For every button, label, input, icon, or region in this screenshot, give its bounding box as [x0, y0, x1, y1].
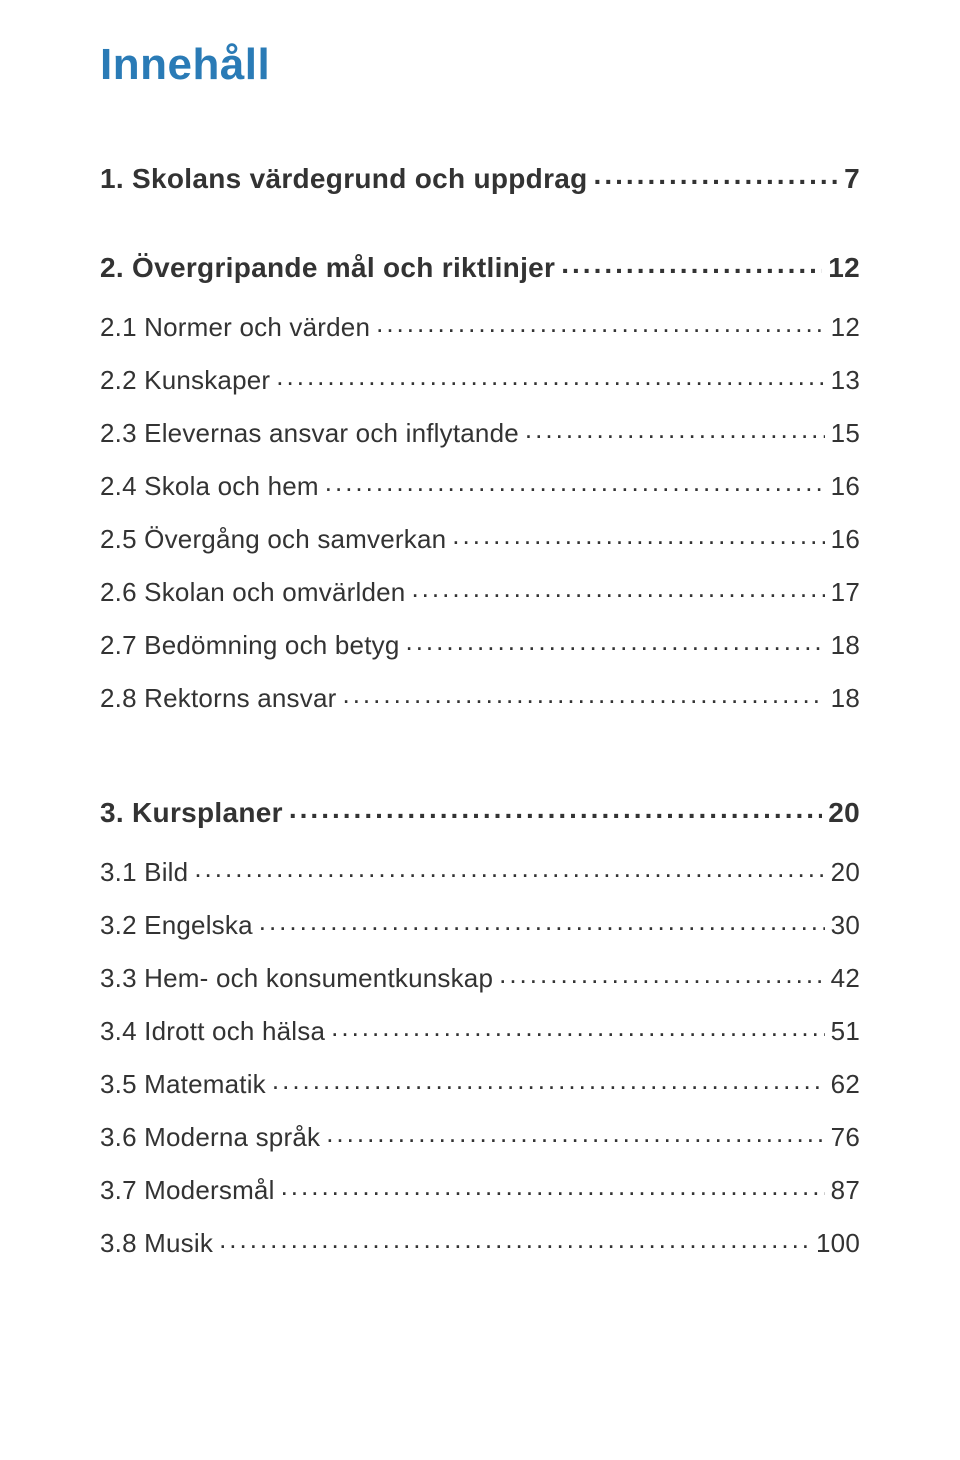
toc-label: 2.7 Bedömning och betyg	[100, 630, 399, 661]
toc-top-entry: 3. Kursplaner 20	[100, 794, 860, 829]
toc-page-number: 76	[831, 1122, 860, 1153]
toc-page-number: 20	[831, 857, 860, 888]
toc-page-number: 100	[816, 1228, 860, 1259]
toc-page-number: 16	[831, 524, 860, 555]
toc-sub-entry: 3.5 Matematik 62	[100, 1067, 860, 1100]
toc-page-number: 20	[828, 797, 860, 829]
toc-dot-leader	[219, 1226, 810, 1252]
toc-label: 1. Skolans värdegrund och uppdrag	[100, 163, 588, 195]
toc-label: 3.8 Musik	[100, 1228, 213, 1259]
toc-dot-leader	[405, 628, 824, 654]
toc-label: 2.4 Skola och hem	[100, 471, 319, 502]
toc-page-number: 15	[831, 418, 860, 449]
toc-dot-leader	[326, 1120, 824, 1146]
toc-label: 2.1 Normer och värden	[100, 312, 370, 343]
toc-sub-entry: 3.4 Idrott och hälsa 51	[100, 1014, 860, 1047]
toc-page-number: 18	[831, 630, 860, 661]
toc-label: 3.5 Matematik	[100, 1069, 266, 1100]
toc-dot-leader	[499, 961, 825, 987]
toc-sub-entry: 3.3 Hem- och konsumentkunskap 42	[100, 961, 860, 994]
toc-dot-leader	[272, 1067, 825, 1093]
toc-label: 3.1 Bild	[100, 857, 188, 888]
toc-page-number: 7	[844, 163, 860, 195]
toc-page-number: 17	[831, 577, 860, 608]
table-of-contents: 1. Skolans värdegrund och uppdrag 7 2. Öv…	[100, 160, 860, 1259]
toc-sub-entry: 2.6 Skolan och omvärlden 17	[100, 575, 860, 608]
toc-page-number: 18	[831, 683, 860, 714]
toc-dot-leader	[325, 469, 825, 495]
toc-sub-entry: 2.2 Kunskaper 13	[100, 363, 860, 396]
toc-label: 2.3 Elevernas ansvar och inflytande	[100, 418, 519, 449]
page-title: Innehåll	[100, 40, 860, 90]
toc-dot-leader	[281, 1173, 825, 1199]
toc-sub-entry: 2.3 Elevernas ansvar och inflytande 15	[100, 416, 860, 449]
toc-page-number: 12	[831, 312, 860, 343]
toc-sub-entry: 3.8 Musik 100	[100, 1226, 860, 1259]
toc-page-number: 16	[831, 471, 860, 502]
toc-dot-leader	[376, 310, 825, 336]
toc-page-number: 13	[831, 365, 860, 396]
toc-label: 2.2 Kunskaper	[100, 365, 270, 396]
toc-page-number: 42	[831, 963, 860, 994]
toc-sub-entry: 3.7 Modersmål 87	[100, 1173, 860, 1206]
toc-label: 2. Övergripande mål och riktlinjer	[100, 252, 555, 284]
toc-dot-leader	[259, 908, 825, 934]
toc-dot-leader	[561, 249, 822, 277]
toc-page-number: 62	[831, 1069, 860, 1100]
toc-sub-entry: 2.8 Rektorns ansvar 18	[100, 681, 860, 714]
toc-label: 3.4 Idrott och hälsa	[100, 1016, 325, 1047]
toc-dot-leader	[194, 855, 824, 881]
toc-sub-entry: 3.1 Bild 20	[100, 855, 860, 888]
toc-label: 3.7 Modersmål	[100, 1175, 275, 1206]
toc-page-number: 51	[831, 1016, 860, 1047]
page: Innehåll 1. Skolans värdegrund och uppdr…	[0, 0, 960, 1460]
toc-sub-entry: 2.4 Skola och hem 16	[100, 469, 860, 502]
toc-dot-leader	[594, 160, 839, 188]
toc-label: 3. Kursplaner	[100, 797, 283, 829]
toc-top-entry: 1. Skolans värdegrund och uppdrag 7	[100, 160, 860, 195]
toc-page-number: 30	[831, 910, 860, 941]
toc-sub-entry: 2.1 Normer och värden 12	[100, 310, 860, 343]
toc-top-entry: 2. Övergripande mål och riktlinjer 12	[100, 249, 860, 284]
toc-sub-entry: 3.6 Moderna språk 76	[100, 1120, 860, 1153]
toc-dot-leader	[289, 794, 822, 822]
toc-dot-leader	[342, 681, 824, 707]
toc-dot-leader	[276, 363, 824, 389]
toc-dot-leader	[331, 1014, 825, 1040]
toc-label: 2.6 Skolan och omvärlden	[100, 577, 405, 608]
toc-dot-leader	[411, 575, 824, 601]
toc-dot-leader	[452, 522, 824, 548]
toc-label: 3.2 Engelska	[100, 910, 253, 941]
toc-sub-entry: 2.5 Övergång och samverkan 16	[100, 522, 860, 555]
toc-dot-leader	[525, 416, 825, 442]
toc-page-number: 87	[831, 1175, 860, 1206]
toc-label: 2.8 Rektorns ansvar	[100, 683, 336, 714]
toc-sub-entry: 3.2 Engelska 30	[100, 908, 860, 941]
toc-label: 3.6 Moderna språk	[100, 1122, 320, 1153]
toc-page-number: 12	[828, 252, 860, 284]
toc-label: 3.3 Hem- och konsumentkunskap	[100, 963, 493, 994]
toc-label: 2.5 Övergång och samverkan	[100, 524, 446, 555]
toc-sub-entry: 2.7 Bedömning och betyg 18	[100, 628, 860, 661]
